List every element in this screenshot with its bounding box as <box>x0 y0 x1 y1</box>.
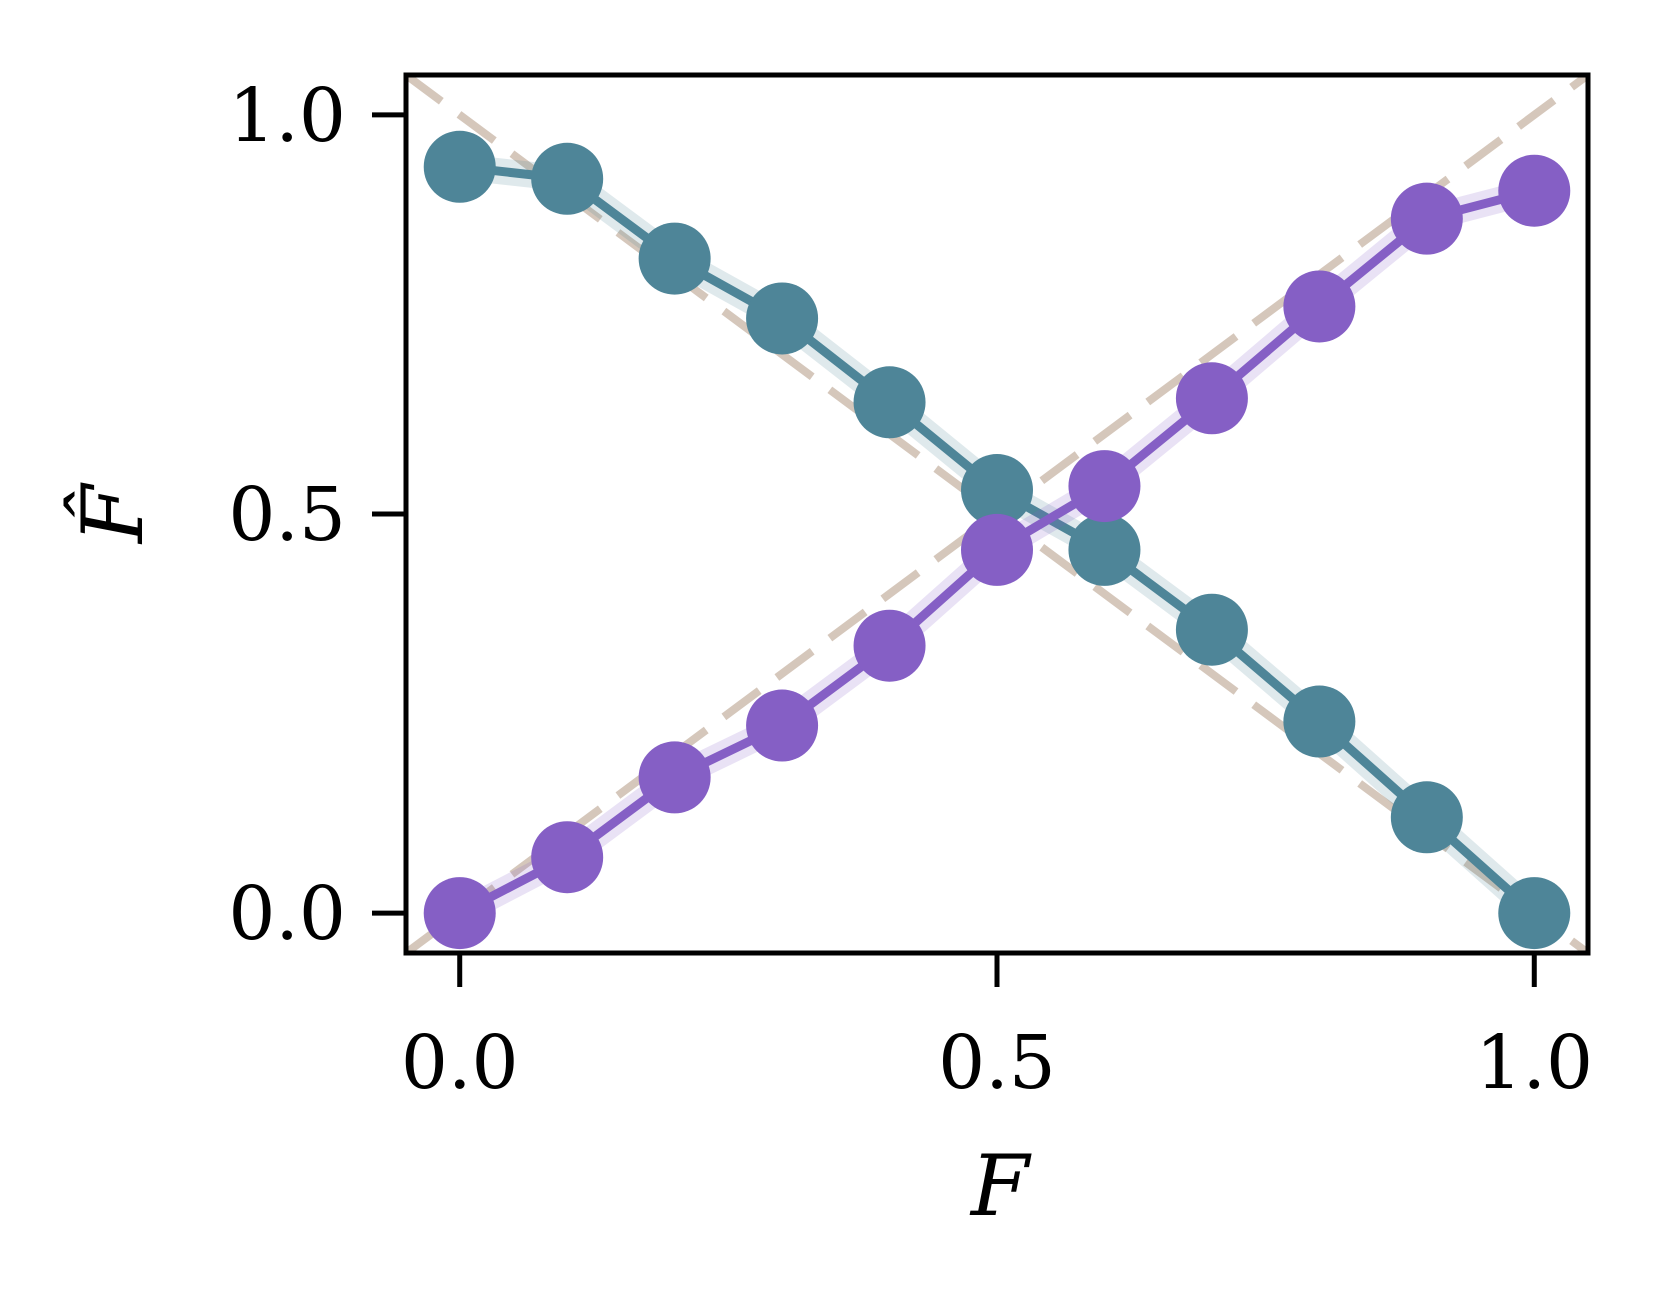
series-1-point <box>1068 513 1141 586</box>
series-2-point <box>423 877 496 950</box>
series-1-point <box>1283 685 1356 758</box>
series-1-point <box>961 454 1033 527</box>
x-axis-label: F <box>969 1137 1032 1235</box>
series-1-point <box>638 222 711 295</box>
y-tick-label: 0.5 <box>228 472 346 558</box>
series-2-point <box>1390 182 1463 255</box>
x-tick-label: 0.5 <box>938 1020 1056 1106</box>
series-2-point <box>1498 154 1571 227</box>
series-2-point <box>1283 270 1356 343</box>
series-2-point <box>531 821 604 894</box>
series-2-point <box>853 609 926 682</box>
series-1-point <box>746 282 819 355</box>
series-1-point <box>853 366 926 439</box>
x-tick-label: 0.0 <box>401 1020 519 1106</box>
series-layer <box>423 130 1571 950</box>
series-1-point <box>1498 877 1571 950</box>
series-2-point <box>1175 362 1248 435</box>
series-1-point <box>1175 593 1248 666</box>
y-axis-label: F̂ <box>64 482 162 545</box>
series-2-point <box>638 741 711 814</box>
series-2-point <box>961 513 1033 586</box>
y-tick-label: 1.0 <box>228 73 346 159</box>
axes: 0.0 0.5 1.0 0.0 0.5 1.0 <box>228 73 1593 1106</box>
series-2 <box>423 154 1571 950</box>
y-tick-label: 0.0 <box>228 871 346 957</box>
x-tick-label: 1.0 <box>1475 1020 1593 1106</box>
series-1-point <box>423 130 496 203</box>
series-1 <box>423 130 1571 950</box>
series-2-point <box>1068 450 1141 523</box>
series-2-point <box>746 689 819 762</box>
series-1-point <box>1390 781 1463 854</box>
series-1-point <box>531 142 604 215</box>
